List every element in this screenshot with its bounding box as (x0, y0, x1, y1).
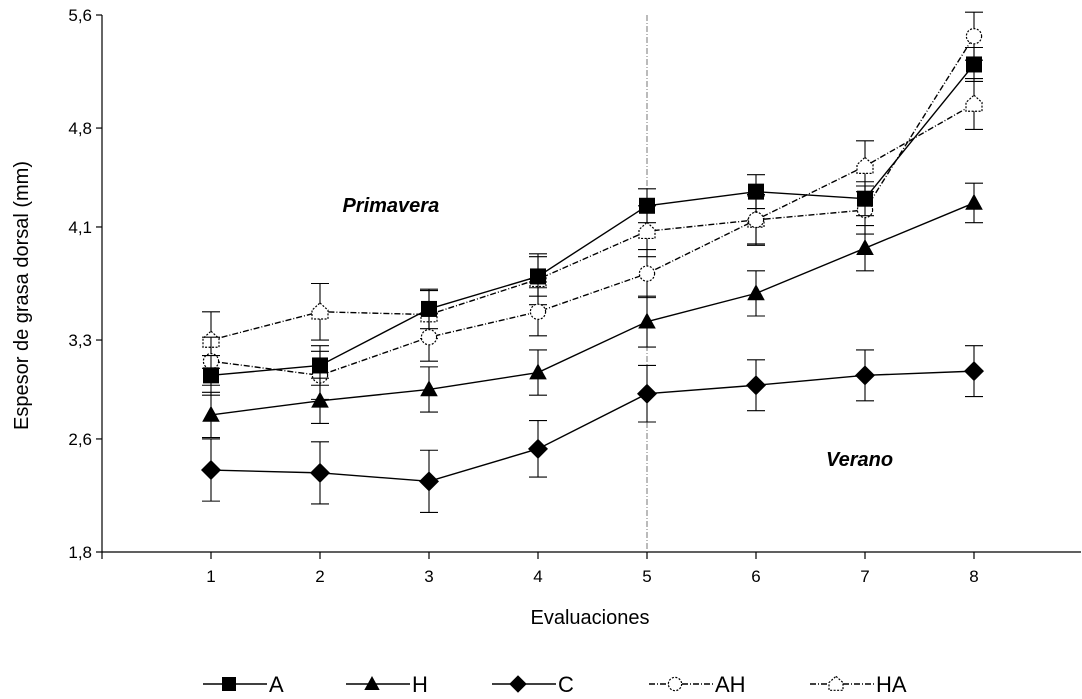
annotation-label: Primavera (342, 195, 439, 217)
legend-item-H: H (346, 672, 428, 697)
x-axis-title: Evaluaciones (531, 607, 650, 629)
x-tick-label: 1 (206, 567, 215, 586)
y-tick-label: 3,3 (68, 331, 92, 350)
data-point (420, 380, 438, 397)
axes: 1,8 2,6 3,3 4,1 4,8 5,6 1 2 3 4 5 6 7 8 Evaluaciones Es… (11, 6, 1081, 629)
legend-marker (364, 675, 380, 690)
legend-label: H (412, 672, 428, 697)
data-point (747, 284, 765, 301)
data-point (966, 56, 982, 73)
data-point (856, 156, 874, 175)
data-point (201, 460, 221, 481)
legend-marker (667, 676, 683, 692)
legend-marker (509, 675, 527, 693)
data-point (747, 211, 765, 229)
data-point (855, 365, 875, 386)
data-point (965, 94, 983, 112)
y-tick-label: 5,6 (68, 6, 92, 25)
x-tick-label: 7 (860, 567, 869, 586)
data-point (638, 221, 656, 240)
data-point (529, 303, 547, 320)
legend-item-AH: AH (649, 672, 746, 697)
data-point (203, 367, 219, 384)
x-tick-label: 4 (533, 567, 542, 586)
data-point (529, 363, 547, 380)
data-point (530, 268, 546, 285)
data-point (310, 462, 330, 483)
data-point (965, 27, 983, 45)
data-point (746, 375, 766, 396)
data-point (311, 302, 329, 320)
data-point (421, 300, 437, 317)
series-line (210, 202, 975, 416)
legend-marker (828, 675, 844, 691)
y-tick-label: 1,8 (68, 543, 92, 562)
series-group (201, 11, 984, 513)
series-line (210, 35, 975, 377)
data-point (420, 329, 438, 346)
data-point (856, 238, 874, 255)
series-C (201, 345, 984, 513)
series-line (210, 103, 975, 341)
legend-label: C (558, 672, 574, 697)
legend: A H C AH HA (203, 672, 907, 697)
data-point (311, 391, 329, 408)
data-point (639, 197, 655, 214)
legend-label: AH (715, 672, 746, 697)
x-tick-label: 5 (642, 567, 651, 586)
legend-item-C: C (492, 672, 574, 697)
series-line (210, 370, 975, 483)
data-point (965, 193, 983, 210)
data-point (964, 361, 984, 382)
data-point (419, 471, 439, 492)
data-point (202, 405, 220, 422)
y-tick-label: 4,8 (68, 119, 92, 138)
data-point (857, 190, 873, 207)
x-tick-label: 6 (751, 567, 760, 586)
data-point (748, 183, 764, 200)
legend-label: A (269, 672, 284, 697)
data-point (312, 357, 328, 374)
data-point (528, 438, 548, 459)
x-tick-label: 8 (969, 567, 978, 586)
legend-marker (222, 677, 236, 691)
x-tick-label: 3 (424, 567, 433, 586)
legend-item-HA: HA (810, 672, 907, 697)
data-point (637, 383, 657, 404)
annotations-group: Primavera Verano (342, 195, 893, 471)
x-tick-label: 2 (315, 567, 324, 586)
y-tick-label: 4,1 (68, 218, 92, 237)
y-tick-label: 2,6 (68, 430, 92, 449)
series-A (202, 46, 983, 396)
legend-label: HA (876, 672, 907, 697)
data-point (638, 265, 656, 282)
y-axis-title: Espesor de grasa dorsal (mm) (11, 161, 33, 430)
data-point (638, 312, 656, 329)
series-line (210, 64, 975, 377)
legend-item-A: A (203, 672, 284, 697)
series-HA (202, 78, 983, 369)
annotation-label: Verano (826, 449, 893, 471)
